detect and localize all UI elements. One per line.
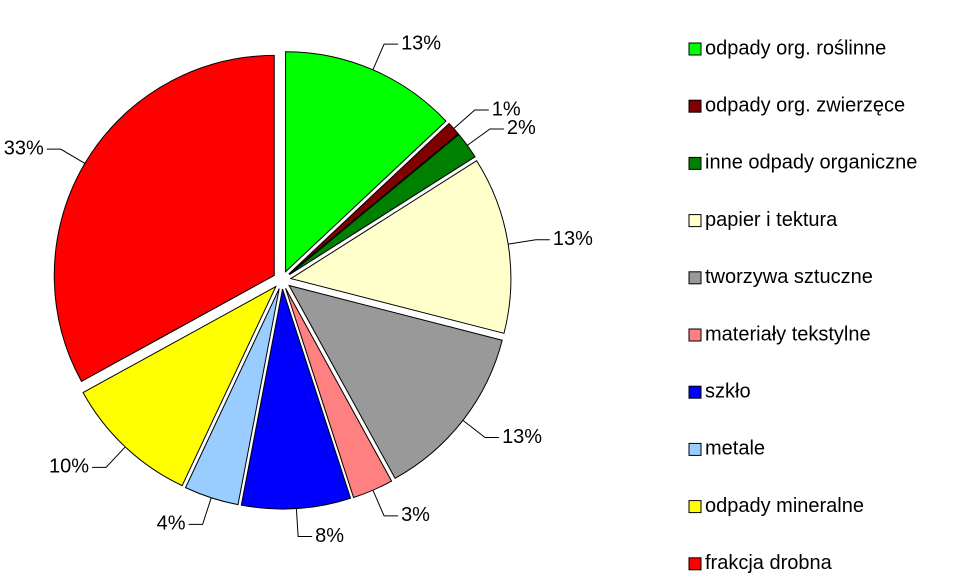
data-label: 2% (507, 117, 536, 139)
data-label: 13% (401, 32, 441, 54)
leader-line (466, 128, 504, 146)
data-label: 4% (157, 513, 186, 535)
legend-swatch (688, 214, 702, 228)
pie-slice (288, 133, 476, 276)
legend-label: szkło (705, 380, 751, 402)
legend-label: odpady mineralne (705, 495, 864, 517)
leader-line (508, 239, 550, 245)
data-label: 8% (315, 525, 344, 547)
legend-swatch (688, 99, 702, 113)
pie-slice (288, 284, 503, 479)
legend-swatch (688, 500, 702, 514)
data-label: 10% (49, 456, 89, 478)
legend-label: materiały tekstylne (705, 323, 871, 345)
leader-line (462, 419, 500, 439)
leader-line (372, 43, 399, 71)
pie-slice (285, 51, 447, 273)
legend-label: papier i tektura (705, 209, 838, 231)
legend-swatch (688, 385, 702, 399)
pie-slice (289, 160, 512, 334)
leader-line (295, 508, 313, 537)
legend-label: tworzywa sztuczne (705, 266, 873, 288)
legend-label: inne odpady organiczne (705, 152, 917, 174)
legend-swatch (688, 328, 702, 342)
pie-slice (53, 54, 275, 383)
legend-swatch (688, 271, 702, 285)
leader-line (92, 446, 126, 468)
legend-label: odpady org. roślinne (705, 37, 886, 59)
leader-line (188, 497, 212, 525)
pie-slice (285, 288, 393, 499)
pie-slice (288, 122, 459, 275)
legend-label: frakcja drobna (705, 552, 833, 573)
leader-line (453, 109, 489, 129)
data-label: 1% (492, 98, 521, 120)
data-label: 3% (401, 504, 430, 526)
leader-line (46, 148, 86, 164)
pie-slice (240, 288, 352, 510)
legend-swatch (688, 442, 702, 456)
data-label: 13% (502, 426, 542, 448)
data-label: 13% (553, 228, 593, 250)
data-label: 33% (4, 137, 44, 159)
legend-swatch (688, 156, 702, 170)
legend-label: odpady org. zwierzęce (705, 94, 905, 116)
leader-line (372, 489, 399, 517)
pie-slice (184, 288, 280, 506)
legend-label: metale (705, 438, 765, 460)
legend-swatch (688, 42, 702, 56)
legend-swatch (688, 557, 702, 571)
